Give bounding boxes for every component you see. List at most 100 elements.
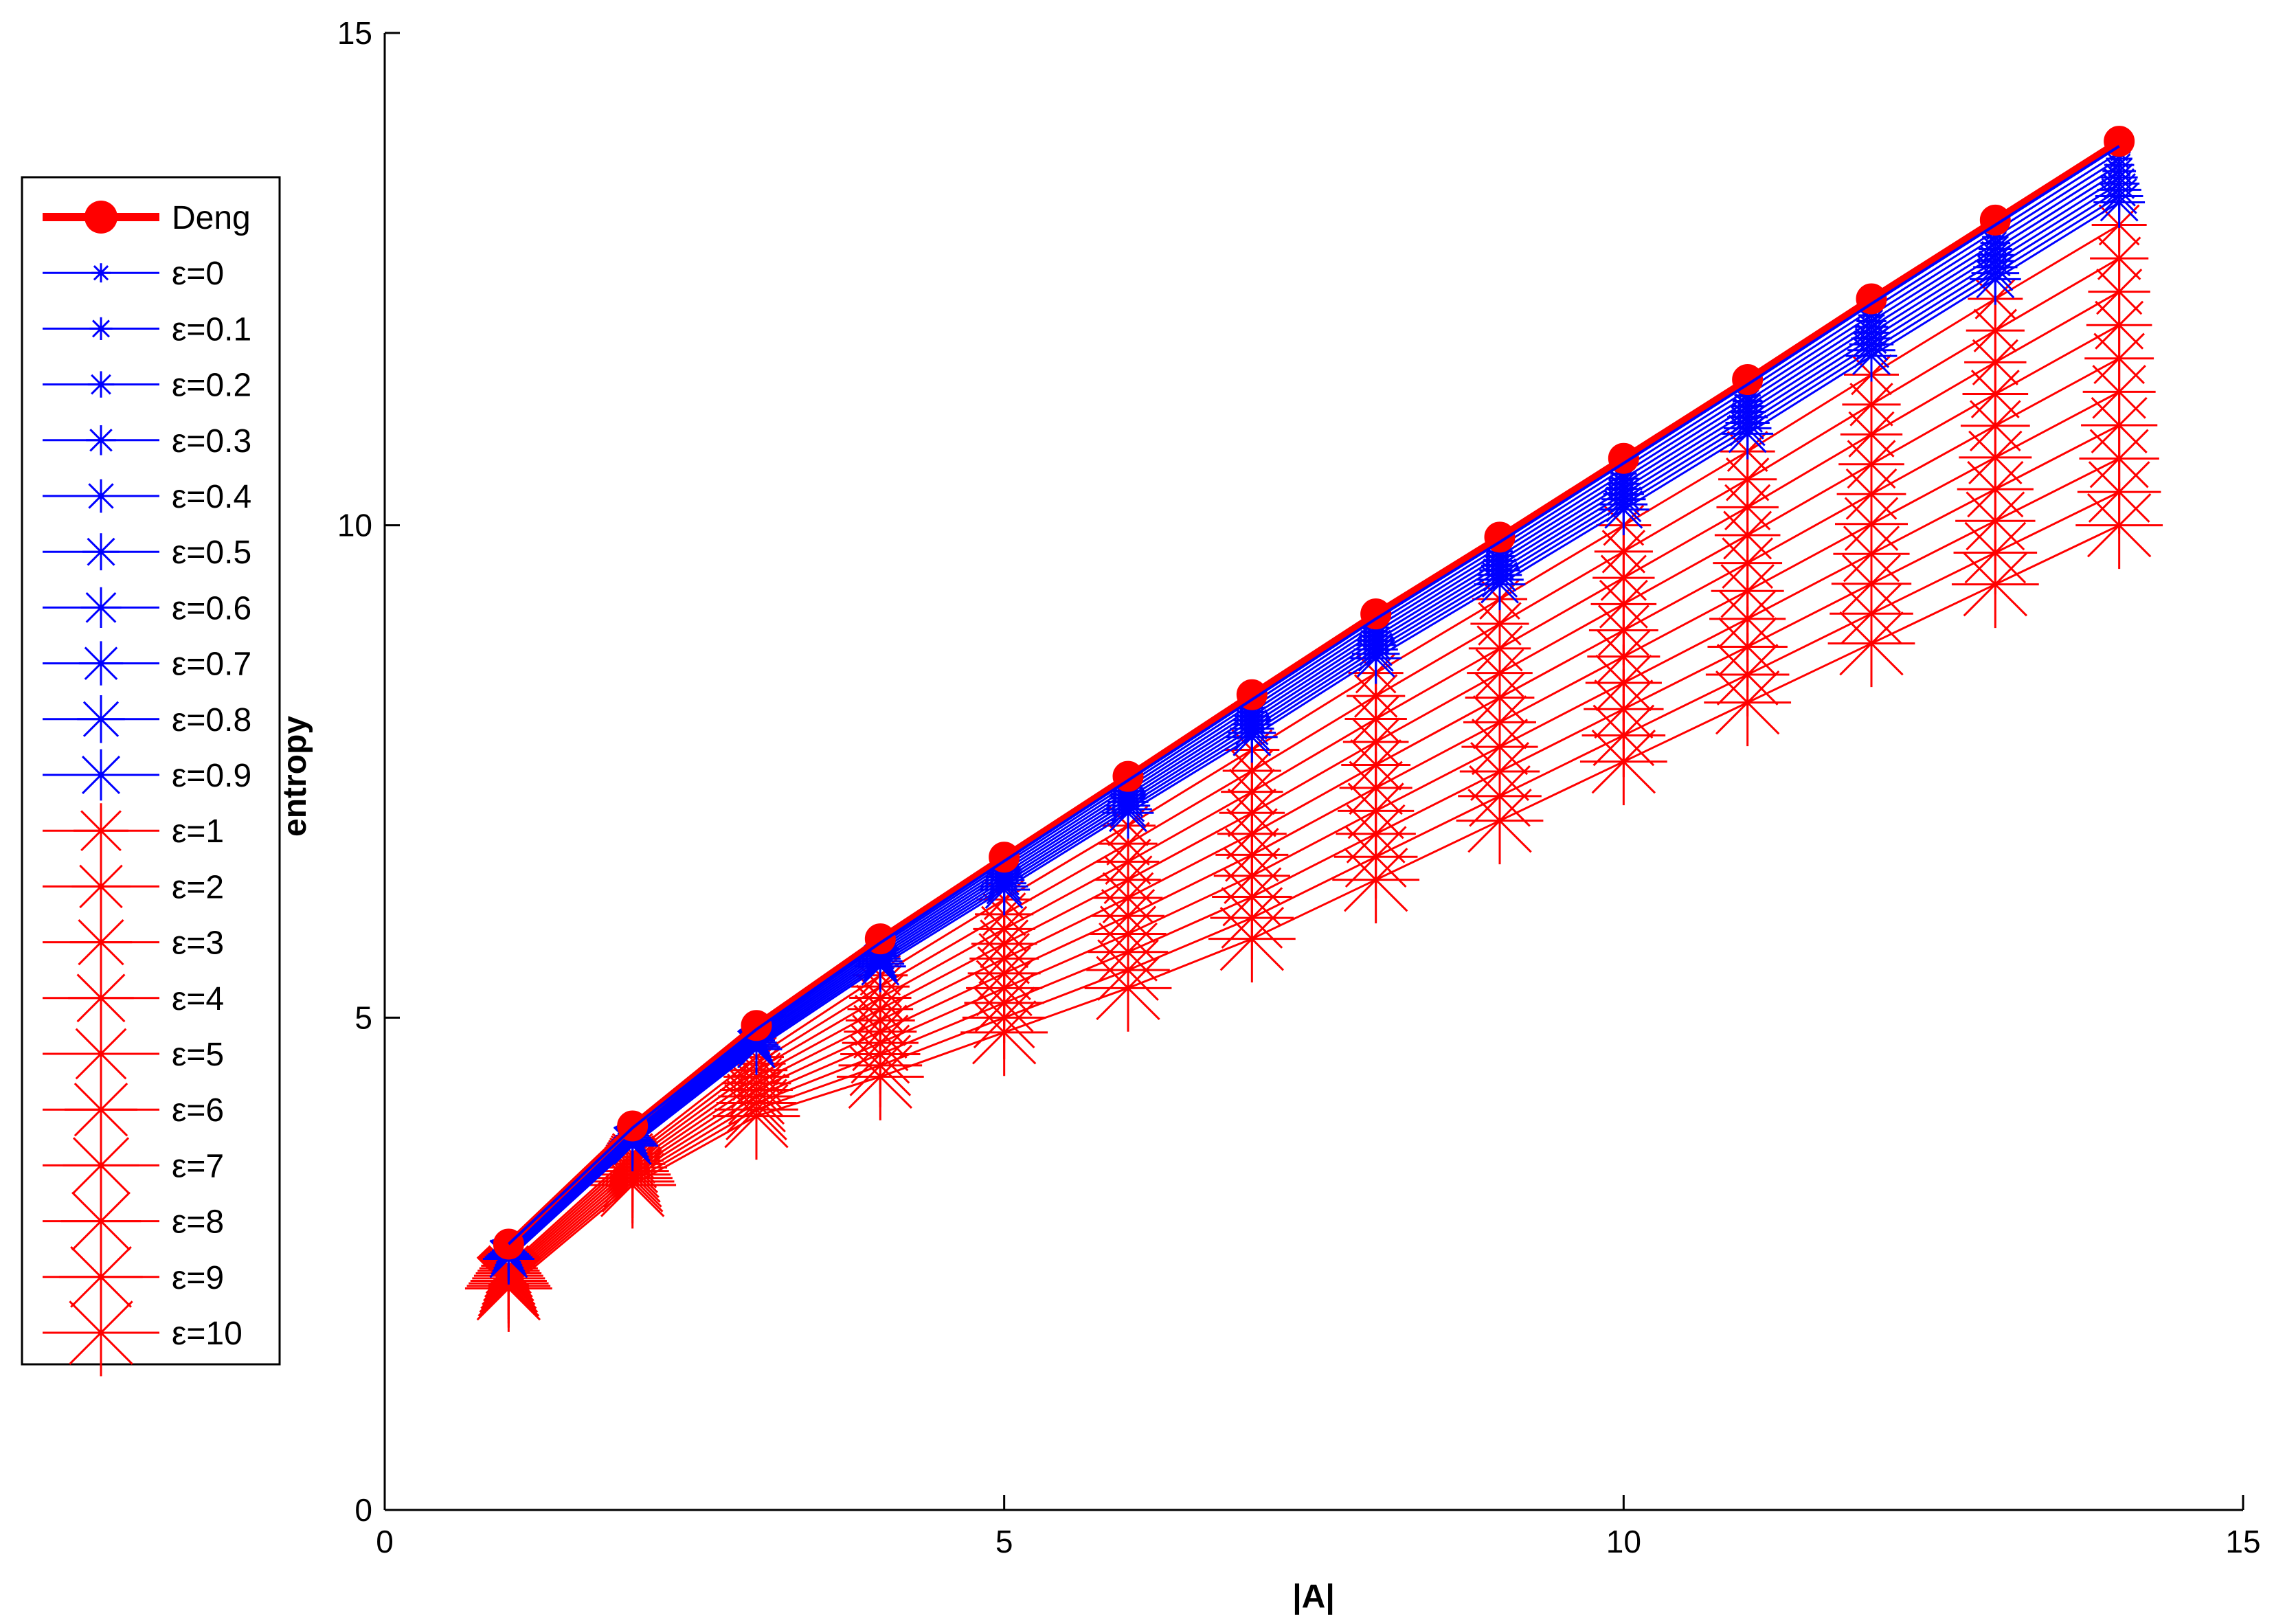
legend-label: ε=0 [172,256,224,292]
deng-point [1856,283,1887,315]
legend-marker [85,201,117,234]
legend-marker [63,1127,139,1204]
series-line [508,458,2120,1285]
legend-label: ε=2 [172,869,224,905]
legend-entries: Deng ε=0 ε=0.1 ε=0.2 ε=0.3 ε=0.4 ε=0.5 ε=0.6 ε=0… [43,200,251,1377]
series-line [508,195,2120,1259]
series-line [508,391,2120,1279]
legend-entry: ε=9 [43,1235,224,1319]
deng-point [1236,679,1268,710]
series-line-eps0-overlay [507,145,2120,1245]
legend-marker [87,371,115,398]
x-tick-label: 5 [995,1524,1013,1559]
series-deng [493,126,2135,1260]
legend-label: Deng [172,200,251,236]
deng-point [741,1010,772,1041]
legend-label: ε=1 [172,813,224,850]
series-ε=9 [466,450,2161,1328]
series-ε=5 [473,324,2154,1311]
series-ε=10 [464,482,2163,1332]
series-line [508,151,2120,1247]
y-ticks: 0 5 10 15 [337,15,400,1528]
legend-marker [78,641,124,686]
series-point [1964,331,2027,394]
legend-entry: ε=0.9 [43,749,251,801]
series-line [508,257,2120,1270]
series-line [508,490,2120,1287]
plot-area [464,126,2163,1332]
deng-line [506,138,2121,1247]
legend-entry: ε=0.8 [43,695,251,743]
series-line [508,424,2120,1282]
legend-entry: ε=0.4 [43,479,251,515]
deng-point [1360,598,1392,630]
series-line [508,357,2120,1277]
legend-label: ε=6 [172,1092,224,1129]
legend-entry: ε=10 [43,1289,243,1377]
legend-entry: ε=0.3 [43,423,251,460]
legend-marker [59,1235,143,1319]
deng-point [1732,364,1764,396]
deng-point [1608,442,1639,474]
y-tick-label: 5 [354,1000,372,1035]
legend-marker [91,263,111,283]
legend-label: ε=5 [172,1037,224,1073]
series-line [508,157,2120,1248]
legend-entry: ε=3 [43,911,224,973]
y-tick-label: 10 [337,508,372,543]
series-line [508,524,2120,1289]
deng-point [2104,126,2135,157]
legend-label: ε=0.5 [172,534,251,571]
deng-point [1484,521,1516,553]
axes: 0 5 10 15 0 5 10 15 |A| entropy [277,15,2261,1615]
x-tick-label: 15 [2225,1524,2260,1559]
legend-label: ε=0.4 [172,479,251,515]
series-point [1842,375,1901,434]
legend-label: ε=0.3 [172,423,251,460]
legend-marker [89,317,113,340]
series-line [508,163,2120,1250]
legend-marker [77,695,125,743]
legend-label: ε=9 [172,1260,224,1296]
legend-label: ε=10 [172,1316,243,1352]
legend-label: ε=0.8 [172,702,251,738]
legend-marker [57,1289,145,1377]
legend-label: ε=0.6 [172,590,251,627]
legend-entry: ε=0.2 [43,368,251,404]
y-tick-label: 15 [337,15,372,51]
series-line [508,170,2120,1252]
legend-marker [84,479,118,513]
legend-label: ε=8 [172,1204,224,1241]
legend-label: ε=0.7 [172,646,251,683]
x-axis-title: |A| [1292,1579,1335,1615]
legend-label: ε=0.1 [172,311,251,348]
legend-label: ε=3 [172,925,224,962]
legend-marker [69,911,133,973]
x-tick-label: 0 [376,1524,394,1559]
y-axis-title: entropy [277,716,313,837]
legend-marker [74,803,128,859]
legend-entry: ε=0.7 [43,641,251,686]
legend-entry: ε=2 [43,857,224,916]
legend-marker [80,587,122,628]
series-ε=7 [470,387,2158,1320]
legend-entry: ε=0 [43,256,224,292]
legend-entry: ε=6 [43,1073,224,1147]
legend-marker [75,749,127,801]
legend-entry: ε=8 [43,1181,224,1261]
series-ε=0.6 [488,163,2140,1274]
series-line [508,224,2120,1267]
series-point [1966,301,2025,360]
legend-label: ε=0.2 [172,368,251,404]
legend-marker [86,425,116,455]
x-tick-label: 10 [1606,1524,1641,1559]
legend-entry: ε=1 [43,803,224,859]
legend-entry: ε=0.1 [43,311,251,348]
legend-entry: ε=7 [43,1127,224,1204]
x-ticks: 0 5 10 15 [376,1495,2261,1559]
series-ε=6 [472,355,2156,1315]
legend-label: ε=7 [172,1148,224,1184]
legend-marker [71,857,131,916]
series-ε=0.8 [484,172,2143,1281]
